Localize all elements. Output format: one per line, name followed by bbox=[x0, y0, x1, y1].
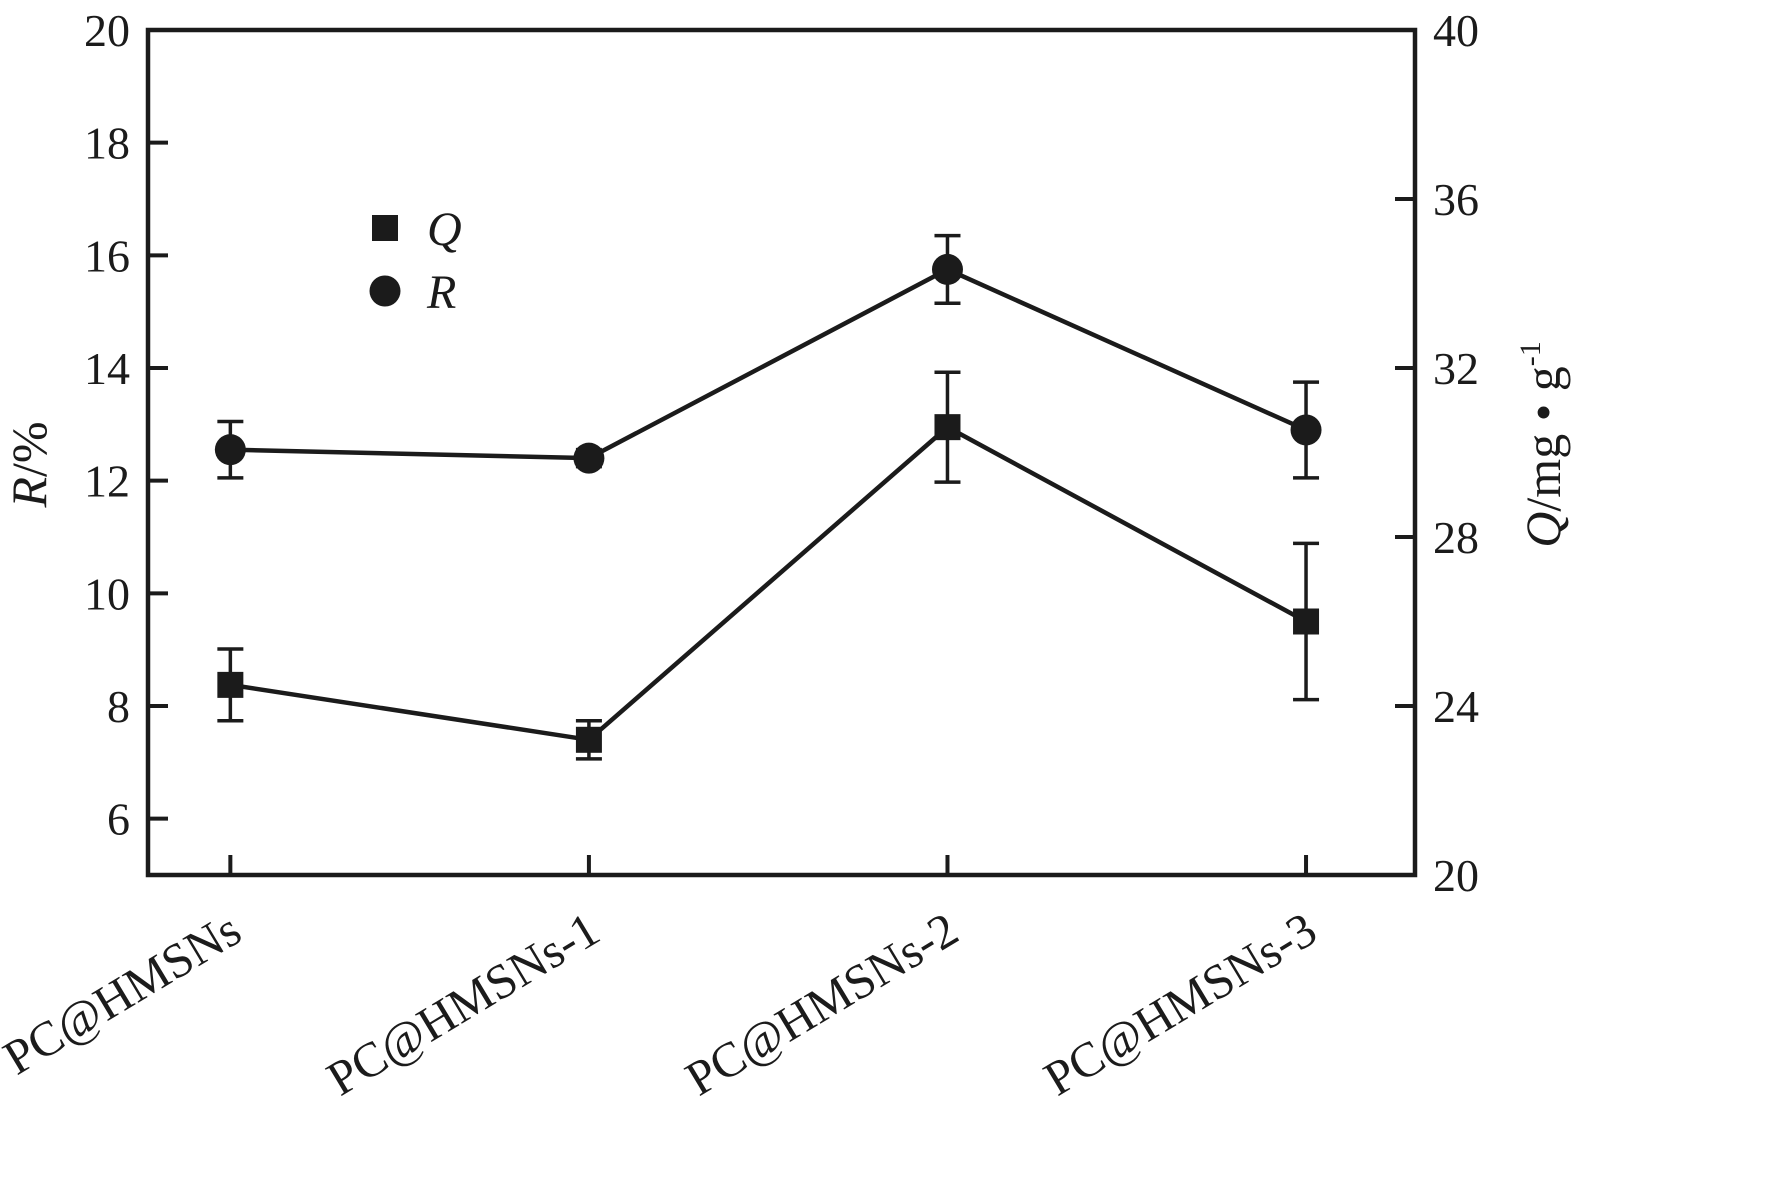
marker-square bbox=[575, 726, 602, 753]
marker-square bbox=[1293, 608, 1320, 635]
series-Q bbox=[217, 370, 1320, 761]
marker-circle bbox=[1290, 414, 1322, 446]
right-tick-label: 36 bbox=[1433, 174, 1479, 225]
series-line bbox=[230, 424, 1308, 743]
left-axis: 6 8 10 12 14 16 18 20 bbox=[84, 5, 168, 845]
right-axis: 20 24 28 32 36 40 bbox=[1395, 5, 1479, 901]
left-tick-label: 20 bbox=[84, 5, 130, 56]
marker-circle bbox=[573, 442, 605, 474]
legend-label-Q: Q bbox=[427, 203, 462, 256]
right-axis-title: Q/mg • g-1 bbox=[1514, 341, 1571, 547]
marker-circle bbox=[214, 434, 246, 466]
marker-square bbox=[372, 215, 398, 241]
left-tick-label: 6 bbox=[107, 794, 130, 845]
series-line bbox=[230, 266, 1307, 461]
left-tick-label: 14 bbox=[84, 343, 130, 394]
marker-circle bbox=[931, 253, 963, 285]
plot-frame bbox=[145, 27, 1418, 878]
right-tick-label: 20 bbox=[1433, 850, 1479, 901]
legend-label-R: R bbox=[426, 266, 456, 319]
left-tick-label: 10 bbox=[84, 568, 130, 619]
left-tick-label: 8 bbox=[107, 681, 130, 732]
marker-square bbox=[217, 671, 244, 698]
series-R bbox=[214, 233, 1322, 480]
left-tick-label: 16 bbox=[84, 230, 130, 281]
right-tick-label: 40 bbox=[1433, 5, 1479, 56]
left-tick-label: 18 bbox=[84, 118, 130, 169]
legend: QR bbox=[369, 203, 462, 319]
left-axis-title: R/% bbox=[1, 421, 57, 508]
right-tick-label: 32 bbox=[1433, 343, 1479, 394]
right-tick-label: 24 bbox=[1433, 681, 1479, 732]
right-tick-label: 28 bbox=[1433, 512, 1479, 563]
marker-square bbox=[934, 414, 961, 441]
left-tick-label: 12 bbox=[84, 456, 130, 507]
marker-circle bbox=[369, 275, 401, 307]
